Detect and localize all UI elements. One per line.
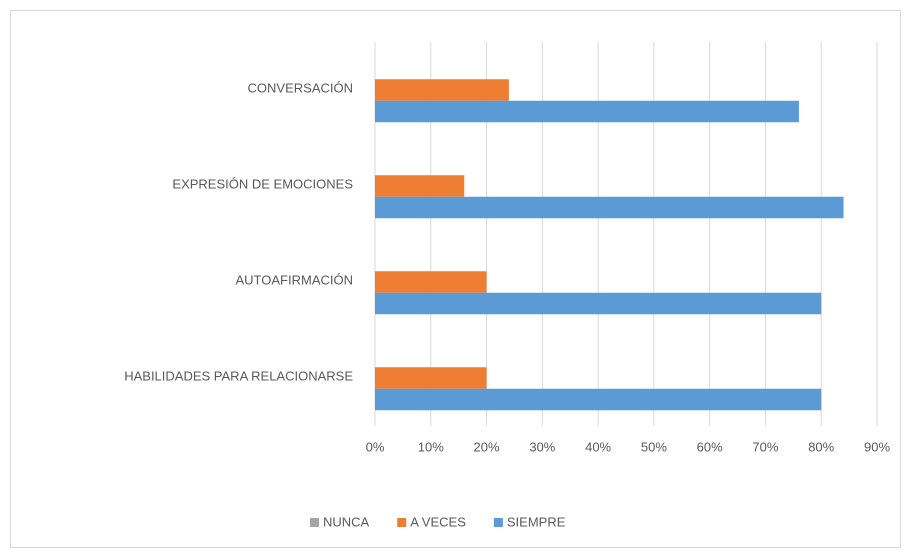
legend-swatch [493, 518, 503, 527]
bar [375, 292, 822, 315]
x-tick-label: 80% [808, 439, 834, 454]
x-tick-label: 40% [585, 439, 611, 454]
legend-label: A VECES [410, 514, 466, 529]
x-tick-label: 30% [529, 439, 555, 454]
x-tick-label: 10% [418, 439, 444, 454]
y-tick-label: CONVERSACIÓN [248, 80, 353, 95]
legend-label: SIEMPRE [507, 514, 566, 529]
bar [375, 271, 487, 293]
x-tick-label: 50% [641, 439, 667, 454]
y-tick-label: AUTOAFIRMACIÓN [236, 272, 354, 287]
x-tick-label: 20% [474, 439, 500, 454]
legend-label: NUNCA [323, 514, 370, 529]
x-tick-label: 60% [697, 439, 723, 454]
bar [375, 100, 799, 123]
y-tick-label: EXPRESIÓN DE EMOCIONES [172, 176, 353, 191]
bar [375, 388, 822, 411]
y-tick-label: HABILIDADES PARA RELACIONARSE [124, 368, 353, 383]
legend-swatch [310, 518, 319, 527]
bar [375, 175, 465, 197]
bar [375, 196, 844, 219]
x-tick-label: 70% [752, 439, 778, 454]
legend-swatch [397, 518, 407, 527]
bar [375, 367, 487, 389]
x-tick-label: 0% [366, 439, 385, 454]
x-tick-label: 90% [864, 439, 890, 454]
bar [375, 79, 509, 101]
